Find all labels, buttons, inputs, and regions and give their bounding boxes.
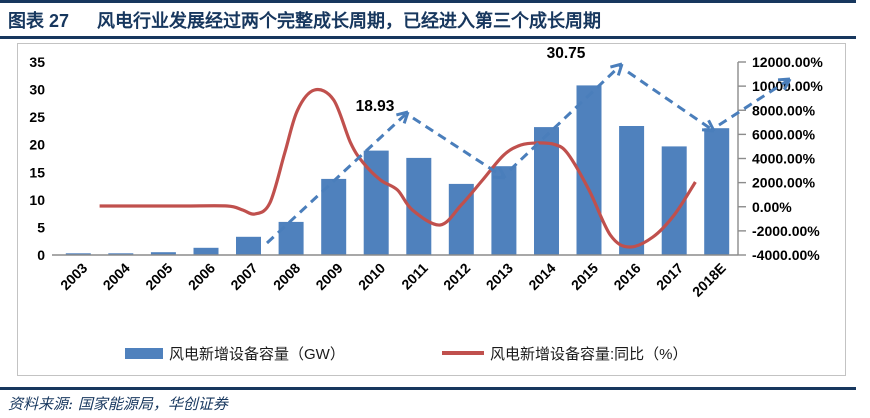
svg-text:2009: 2009 xyxy=(312,260,345,293)
bar-2004 xyxy=(108,253,134,255)
svg-text:2000.00%: 2000.00% xyxy=(752,175,816,191)
svg-text:2017: 2017 xyxy=(653,260,686,293)
svg-text:2018E: 2018E xyxy=(689,260,729,300)
svg-text:10: 10 xyxy=(29,192,45,208)
svg-text:-2000.00%: -2000.00% xyxy=(752,223,820,239)
svg-text:2012: 2012 xyxy=(440,260,473,293)
bar-2016 xyxy=(619,126,645,255)
figure-title: 图表 27 风电行业发展经过两个完整成长周期，已经进入第三个成长周期 xyxy=(8,7,858,33)
left-axis-labels: 0 5 10 15 20 25 30 35 xyxy=(29,54,45,263)
svg-text:6000.00%: 6000.00% xyxy=(752,126,816,142)
bar-2009 xyxy=(321,178,347,255)
source-note: 资料来源: 国家能源局，华创证券 xyxy=(8,395,228,413)
svg-text:18.93: 18.93 xyxy=(356,98,395,115)
svg-text:5: 5 xyxy=(37,219,45,235)
bottom-divider xyxy=(0,387,856,390)
legend-item-bars: 风电新增设备容量（GW） xyxy=(125,343,345,363)
axes xyxy=(52,61,746,256)
svg-text:4000.00%: 4000.00% xyxy=(752,151,816,167)
bar-2018E xyxy=(704,128,730,255)
svg-text:25: 25 xyxy=(29,109,45,125)
figure-title-text: 风电行业发展经过两个完整成长周期，已经进入第三个成长周期 xyxy=(97,11,602,31)
svg-text:2015: 2015 xyxy=(568,260,601,293)
bar-2003 xyxy=(65,253,91,255)
svg-text:12000.00%: 12000.00% xyxy=(752,54,823,70)
svg-text:8000.00%: 8000.00% xyxy=(752,102,816,118)
data-labels: 18.93 30.75 xyxy=(356,45,586,115)
legend-item-line: 风电新增设备容量:同比（%） xyxy=(442,343,688,363)
svg-text:2006: 2006 xyxy=(185,260,218,293)
bar-series xyxy=(65,85,730,256)
svg-text:2010: 2010 xyxy=(355,260,388,293)
line-series-swatch xyxy=(442,351,484,355)
svg-text:2014: 2014 xyxy=(525,260,558,293)
svg-text:0: 0 xyxy=(37,247,45,263)
yoy-line xyxy=(99,87,697,249)
svg-text:2011: 2011 xyxy=(398,260,431,293)
svg-text:2005: 2005 xyxy=(142,260,175,293)
svg-text:0.00%: 0.00% xyxy=(752,199,792,215)
svg-text:15: 15 xyxy=(29,164,45,180)
legend-label-line: 风电新增设备容量:同比（%） xyxy=(490,345,688,363)
svg-text:2016: 2016 xyxy=(610,260,643,293)
svg-text:20: 20 xyxy=(29,137,45,153)
title-divider xyxy=(0,36,856,39)
legend-label-bars: 风电新增设备容量（GW） xyxy=(169,345,345,363)
svg-text:35: 35 xyxy=(29,54,45,70)
svg-text:2007: 2007 xyxy=(227,260,260,293)
svg-text:-4000.00%: -4000.00% xyxy=(752,247,820,263)
svg-text:30: 30 xyxy=(29,82,45,98)
svg-text:30.75: 30.75 xyxy=(547,45,586,62)
bar-2013 xyxy=(491,166,517,255)
figure-label: 图表 27 xyxy=(8,11,70,31)
bar-2007 xyxy=(236,236,261,255)
svg-text:2013: 2013 xyxy=(483,260,516,293)
bar-2014 xyxy=(534,127,559,255)
bar-2006 xyxy=(193,247,219,255)
bar-series-swatch xyxy=(125,347,163,359)
svg-text:2003: 2003 xyxy=(57,260,90,293)
svg-text:2004: 2004 xyxy=(100,260,133,293)
x-axis-labels: 2003 2004 2005 2006 2007 2008 2009 2010 2011 2012… xyxy=(57,260,729,300)
bar-2015 xyxy=(576,85,602,256)
svg-text:2008: 2008 xyxy=(270,260,303,293)
bar-2005 xyxy=(150,252,176,255)
trend-arrows xyxy=(265,62,792,245)
top-divider xyxy=(0,0,856,3)
